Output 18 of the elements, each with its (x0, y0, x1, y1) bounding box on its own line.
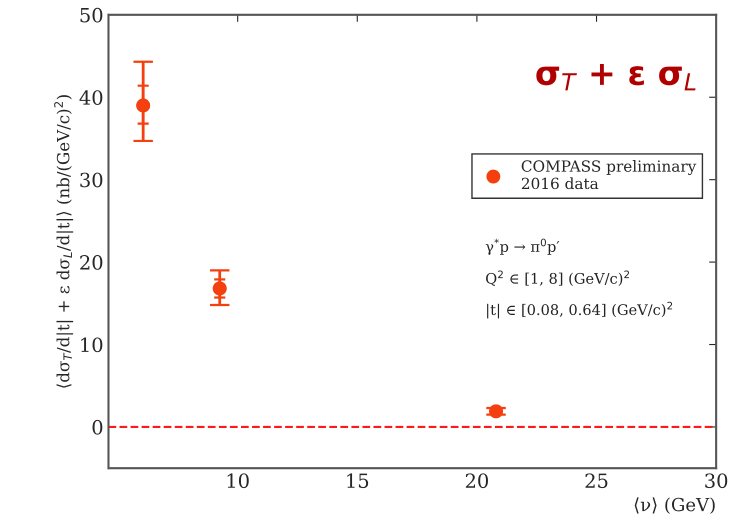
x-tick-label: 10 (228, 473, 249, 488)
y-tick-label: 10 (81, 337, 102, 352)
y-tick-label: 50 (80, 8, 102, 22)
y-tick-label: 30 (80, 172, 102, 188)
x-tick-label: 25 (585, 473, 608, 488)
x-tick-label: 15 (347, 473, 368, 488)
annotation: |t| ∈ [0.08, 0.64] (GeV/c)$^{2}$ (487, 302, 672, 318)
y-tick-label: 20 (80, 255, 102, 270)
x-tick-label: 20 (466, 473, 488, 488)
annotation: γ$^{*}$p → π$^{0}$p′ (486, 238, 560, 255)
annotation: σ$_{T}$ + ε σ$_{L}$ (536, 64, 696, 90)
x-tick-label: 30 (705, 473, 728, 488)
annotation: Q$^{2}$ ∈ [1, 8] (GeV/c)$^{2}$ (486, 270, 630, 286)
y-axis-title: ⟨dσ$_{T}$/d|t| + ε dσ$_{L}$/d|t|⟩ (nb/(GeV/c)$^{2}$) (54, 95, 74, 388)
y-tick-label: 40 (79, 90, 102, 105)
x-axis-title: ⟨ν⟩ (GeV) (634, 497, 715, 514)
legend-label: COMPASS preliminary 2016 data (522, 160, 696, 190)
y-tick-label: 0 (92, 420, 102, 435)
